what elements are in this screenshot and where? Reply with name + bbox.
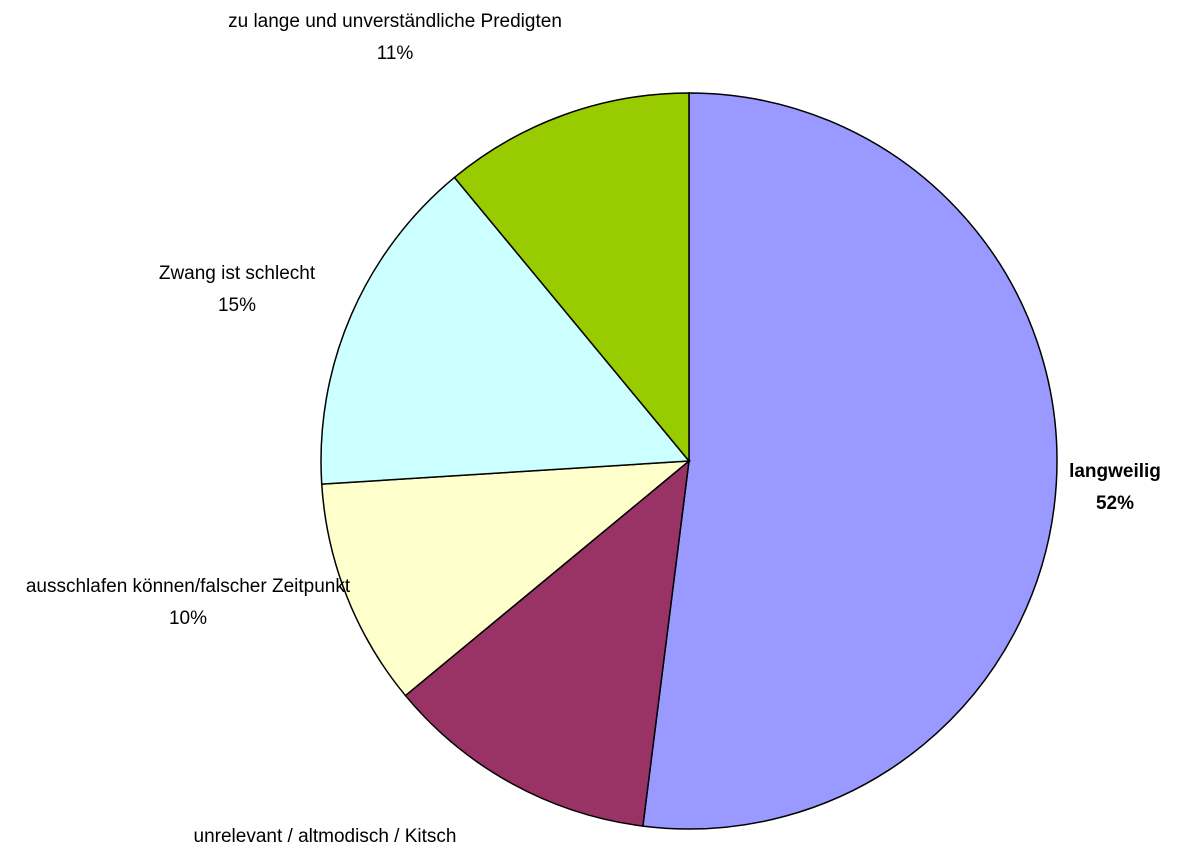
pie-slice xyxy=(642,92,1058,830)
pie-slice xyxy=(453,92,690,464)
slice-label: langweilig 52% xyxy=(1035,456,1195,520)
slice-label: ausschlafen können/falscher Zeitpunkt 10% xyxy=(13,571,363,635)
value-label: 10% xyxy=(168,608,208,629)
category-label: Zwang ist schlecht xyxy=(158,263,316,284)
category-label: unrelevant / altmodisch / Kitsch xyxy=(193,826,457,847)
category-label: langweilig xyxy=(1069,461,1161,482)
value-label: 52% xyxy=(1095,493,1135,514)
pie-slice xyxy=(404,459,690,827)
category-label: zu lange und unverständliche Predigten xyxy=(228,11,562,32)
slice-label: unrelevant / altmodisch / Kitsch12% xyxy=(115,821,535,856)
slice-label: zu lange und unverständliche Predigten 11… xyxy=(220,6,570,70)
slice-label: Zwang ist schlecht 15% xyxy=(87,258,387,322)
pie-slice xyxy=(320,460,692,697)
category-label: ausschlafen können/falscher Zeitpunkt xyxy=(25,576,351,597)
value-label: 11% xyxy=(376,43,414,64)
value-label: 15% xyxy=(217,295,257,316)
pie-slice xyxy=(320,176,691,485)
